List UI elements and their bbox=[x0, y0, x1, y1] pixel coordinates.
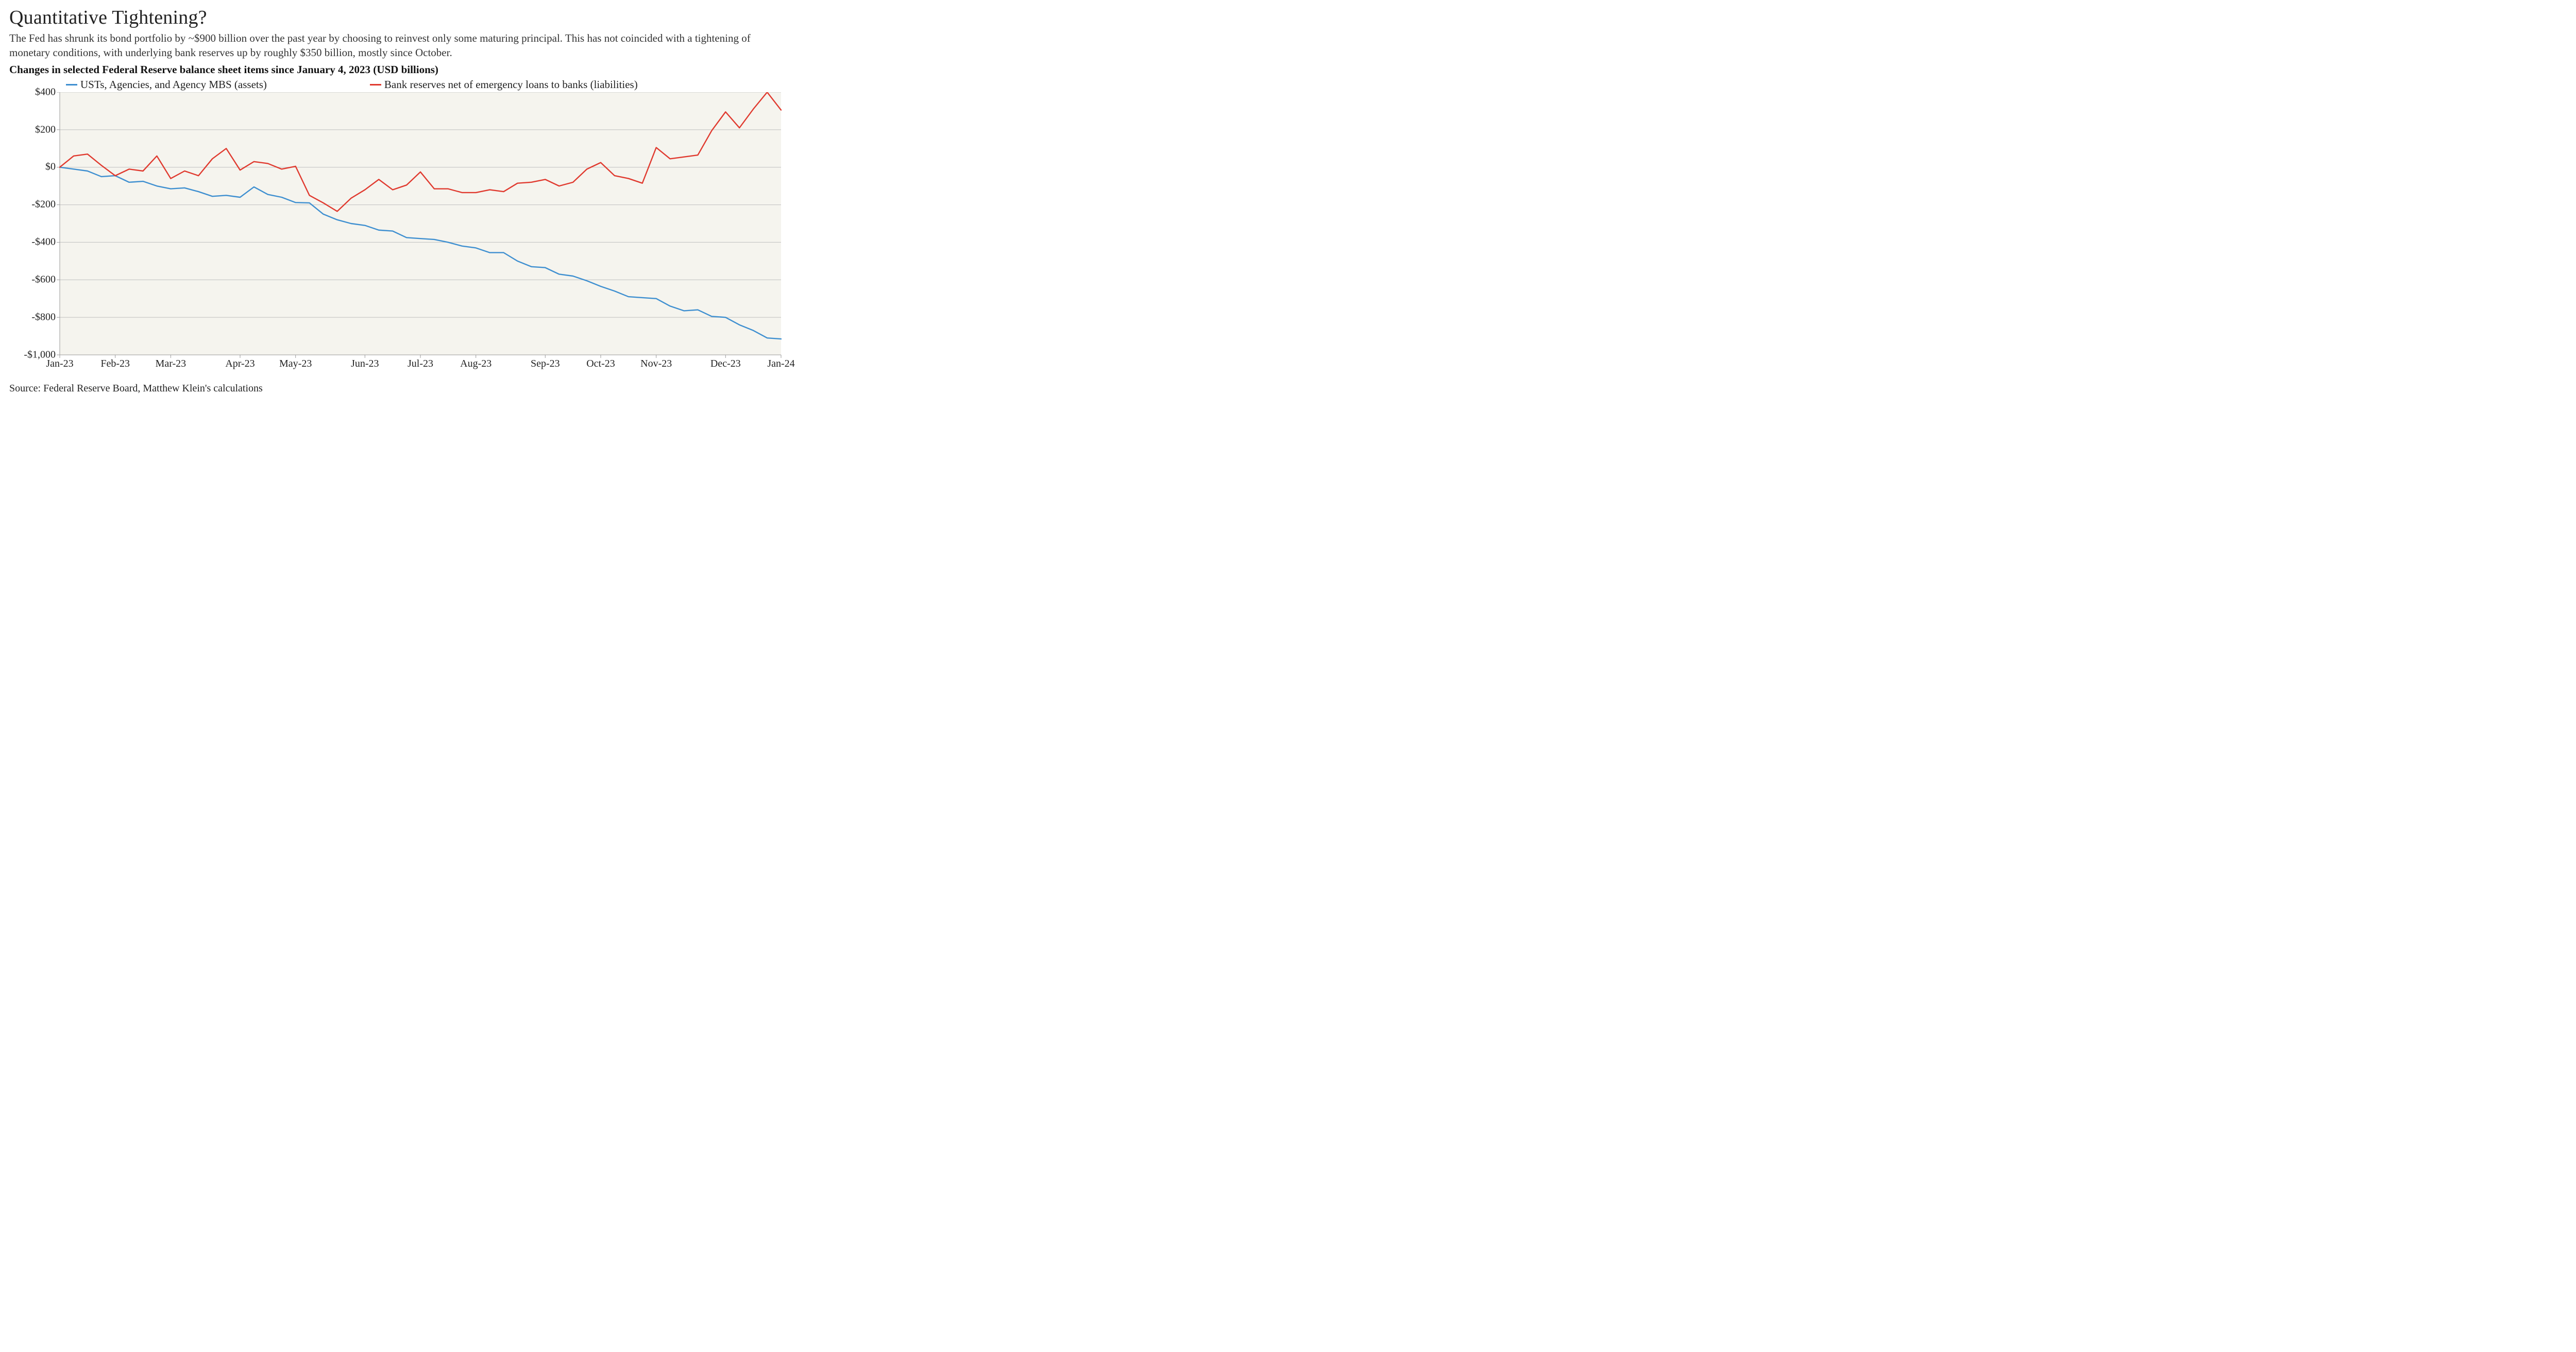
x-axis-label: Nov-23 bbox=[640, 358, 672, 370]
chart-description: The Fed has shrunk its bond portfolio by… bbox=[9, 31, 782, 60]
x-axis-label: Jan-23 bbox=[46, 358, 73, 370]
x-axis-label: Jun-23 bbox=[351, 358, 379, 370]
x-axis-label: Sep-23 bbox=[531, 358, 560, 370]
legend-label-assets: USTs, Agencies, and Agency MBS (assets) bbox=[80, 78, 267, 91]
chart-title: Quantitative Tightening? bbox=[9, 6, 782, 29]
source-attribution: Source: Federal Reserve Board, Matthew K… bbox=[9, 383, 782, 395]
plot-area: $400$200$0-$200-$400-$600-$800-$1,000Jan… bbox=[9, 92, 782, 365]
y-axis-label: -$800 bbox=[31, 311, 56, 323]
line-chart-svg bbox=[9, 92, 782, 365]
legend-label-reserves: Bank reserves net of emergency loans to … bbox=[384, 78, 638, 91]
y-axis-label: -$600 bbox=[31, 273, 56, 285]
y-axis-label: $200 bbox=[35, 124, 56, 135]
x-axis-label: Oct-23 bbox=[586, 358, 615, 370]
legend: USTs, Agencies, and Agency MBS (assets) … bbox=[9, 78, 782, 91]
legend-swatch-reserves bbox=[370, 84, 381, 85]
x-axis-label: Feb-23 bbox=[100, 358, 130, 370]
x-axis-label: Dec-23 bbox=[710, 358, 741, 370]
x-axis-label: Jan-24 bbox=[767, 358, 794, 370]
legend-item-assets: USTs, Agencies, and Agency MBS (assets) bbox=[66, 78, 267, 91]
legend-item-reserves: Bank reserves net of emergency loans to … bbox=[370, 78, 638, 91]
x-axis-label: Jul-23 bbox=[408, 358, 433, 370]
y-axis-label: $0 bbox=[45, 161, 56, 173]
x-axis-label: Aug-23 bbox=[460, 358, 492, 370]
x-axis-label: Apr-23 bbox=[225, 358, 255, 370]
y-axis-label: $400 bbox=[35, 86, 56, 98]
y-axis-label: -$400 bbox=[31, 236, 56, 248]
legend-swatch-assets bbox=[66, 84, 77, 85]
chart-subtitle: Changes in selected Federal Reserve bala… bbox=[9, 63, 782, 76]
x-axis-label: Mar-23 bbox=[156, 358, 187, 370]
x-axis-label: May-23 bbox=[279, 358, 312, 370]
chart-container: Quantitative Tightening? The Fed has shr… bbox=[0, 0, 791, 402]
y-axis-label: -$200 bbox=[31, 199, 56, 211]
